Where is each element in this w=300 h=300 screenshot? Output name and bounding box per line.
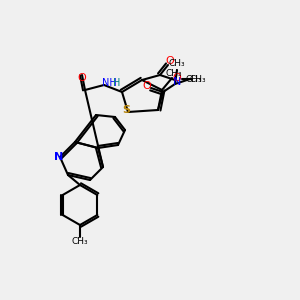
Text: S: S bbox=[122, 105, 130, 115]
Text: N: N bbox=[54, 152, 64, 162]
Text: N: N bbox=[173, 77, 181, 87]
Text: CH₃: CH₃ bbox=[186, 74, 202, 83]
Text: O: O bbox=[172, 73, 182, 83]
Text: CH₃: CH₃ bbox=[72, 236, 88, 245]
Text: O: O bbox=[78, 73, 86, 83]
Text: O: O bbox=[142, 81, 152, 91]
Text: H: H bbox=[113, 78, 121, 88]
Text: CH₃: CH₃ bbox=[169, 59, 185, 68]
Text: CH₃: CH₃ bbox=[190, 74, 206, 83]
Text: CH₃: CH₃ bbox=[166, 68, 182, 77]
Text: O: O bbox=[166, 56, 174, 66]
Text: NH: NH bbox=[102, 78, 116, 88]
